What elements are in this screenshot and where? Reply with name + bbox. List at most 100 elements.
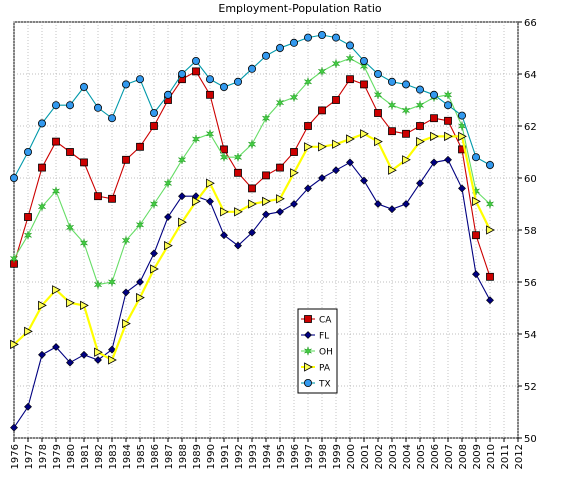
point-ca <box>206 90 214 99</box>
point-tx <box>108 114 117 123</box>
point-ca <box>234 168 242 177</box>
x-tick-label: 1991 <box>220 444 231 469</box>
point-tx <box>233 77 242 86</box>
point-oh <box>247 139 257 150</box>
point-fl <box>276 207 284 216</box>
point-oh <box>415 100 425 111</box>
x-tick-label: 2001 <box>360 444 371 469</box>
point-oh <box>219 152 229 163</box>
x-tick-label: 1981 <box>80 444 91 469</box>
point-fl <box>248 228 256 237</box>
x-tick-label: 1999 <box>332 444 343 469</box>
y-tick-label: 52 <box>524 382 537 393</box>
point-ca <box>430 114 438 123</box>
legend-item-tx: TX <box>301 378 331 390</box>
legend-label: CA <box>319 316 332 326</box>
point-pa <box>360 129 369 139</box>
point-ca <box>52 137 60 146</box>
point-pa <box>290 168 299 178</box>
point-pa <box>24 326 33 337</box>
point-oh <box>345 53 355 64</box>
legend-item-fl: FL <box>301 331 329 342</box>
x-tick-label: 2000 <box>346 444 357 469</box>
x-tick-label: 1985 <box>136 444 147 469</box>
point-oh <box>261 113 271 124</box>
point-pa <box>150 264 159 274</box>
point-ca <box>248 184 256 193</box>
point-tx <box>191 57 200 66</box>
x-tick-label: 1983 <box>108 444 119 469</box>
point-pa <box>444 131 453 142</box>
point-tx <box>443 101 452 110</box>
x-tick-label: 2002 <box>374 444 385 469</box>
point-tx <box>303 33 312 42</box>
y-tick-label: 66 <box>524 18 537 29</box>
point-fl <box>136 278 144 286</box>
point-fl <box>164 213 172 221</box>
point-fl <box>108 345 116 354</box>
point-tx <box>247 64 256 73</box>
point-oh <box>205 128 215 139</box>
point-oh <box>401 105 411 116</box>
point-oh <box>23 230 33 241</box>
point-fl <box>178 192 186 201</box>
point-oh <box>317 66 327 77</box>
series-pa <box>10 129 495 365</box>
x-tick-label: 2012 <box>514 444 525 469</box>
point-oh <box>135 219 145 230</box>
point-tx <box>471 153 480 162</box>
point-ca <box>276 163 284 172</box>
x-tick-label: 1982 <box>94 444 105 469</box>
point-fl <box>472 270 480 279</box>
point-fl <box>150 249 158 258</box>
x-tick-label: 2008 <box>458 444 469 469</box>
point-pa <box>472 196 481 207</box>
x-tick-label: 1996 <box>290 444 301 469</box>
point-pa <box>52 285 61 295</box>
point-oh <box>233 152 243 163</box>
point-pa <box>80 300 89 311</box>
legend-label: PA <box>319 364 331 374</box>
point-ca <box>192 67 200 76</box>
point-oh <box>51 185 61 197</box>
x-tick-label: 1997 <box>304 444 315 469</box>
chart-title: Employment-Population Ratio <box>218 2 381 15</box>
point-fl <box>220 231 228 240</box>
point-tx <box>429 90 438 99</box>
point-ca <box>360 80 368 89</box>
point-oh <box>485 198 495 210</box>
point-ca <box>80 158 88 167</box>
point-oh <box>79 237 89 249</box>
point-fl <box>346 158 354 167</box>
x-tick-label: 1992 <box>234 444 245 469</box>
point-tx <box>359 57 368 66</box>
point-ca <box>136 142 144 151</box>
point-pa <box>178 217 187 227</box>
point-oh <box>373 89 383 100</box>
x-tick-label: 1990 <box>206 444 217 469</box>
point-pa <box>374 136 383 147</box>
point-fl <box>10 423 18 432</box>
point-fl <box>206 197 214 206</box>
point-pa <box>430 131 439 142</box>
x-tick-label: 2006 <box>430 444 441 469</box>
point-fl <box>416 179 424 188</box>
y-tick-label: 50 <box>524 434 537 445</box>
legend-swatch-marker <box>303 345 313 357</box>
x-tick-label: 1987 <box>164 444 175 469</box>
point-tx <box>177 70 186 79</box>
x-tick-label: 1995 <box>276 444 287 469</box>
point-tx <box>66 101 75 110</box>
point-tx <box>23 147 32 156</box>
legend-label: OH <box>319 348 333 358</box>
point-ca <box>444 116 452 125</box>
point-tx <box>205 75 214 84</box>
point-oh <box>177 154 187 165</box>
point-oh <box>107 276 117 288</box>
point-tx <box>401 80 410 89</box>
point-fl <box>360 176 368 185</box>
point-ca <box>374 109 382 117</box>
point-tx <box>485 160 494 169</box>
point-pa <box>304 142 313 152</box>
point-pa <box>38 300 47 311</box>
